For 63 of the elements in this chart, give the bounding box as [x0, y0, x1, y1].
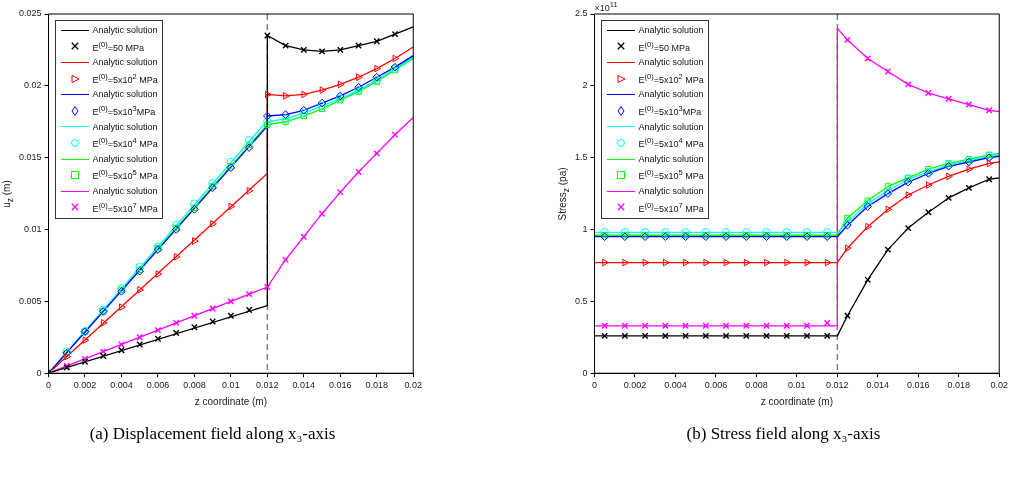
legend-label: Analytic solution [92, 120, 158, 134]
x-tick-label: 0.016 [329, 380, 352, 391]
legend-label: Analytic solution [92, 56, 158, 70]
legend-label: Analytic solution [638, 24, 704, 37]
y-tick-label: 0.02 [23, 80, 42, 91]
x-tick-label: 0.004 [664, 380, 687, 391]
legend-label: E$^{(0)}$=5x10$^{2}$ MPa [92, 70, 158, 87]
x-tick-label: 0.018 [365, 380, 389, 391]
legend-label: Analytic solution [638, 56, 704, 70]
legend-label: Analytic solution [92, 88, 158, 102]
text: (b) Stress field along x₃-axis [685, 424, 882, 444]
y-tick-label: 0.5 [575, 295, 588, 306]
x-tick-label: 0.012 [256, 380, 279, 391]
x-tick-label: 0.006 [704, 380, 728, 391]
legend-label: Analytic solution [92, 24, 158, 37]
y-tick-label: 0.025 [18, 8, 42, 19]
y-tick-label: 2 [582, 80, 588, 91]
y-tick-label: 0.005 [18, 295, 42, 306]
legend-label: Analytic solution [638, 152, 704, 166]
legend-label: Analytic solution [638, 184, 704, 198]
legend-label: E$^{(0)}$=50 MPa [92, 38, 144, 55]
x-tick-label: 0.008 [745, 380, 768, 391]
x-tick-label: 0.014 [292, 380, 316, 391]
text: ×10$^{11}$ [594, 0, 618, 13]
legend-label: E$^{(0)}$=5x10$^{5}$ MPa [638, 167, 704, 184]
y-tick-label: 1 [582, 224, 588, 234]
x-tick-label: 0.008 [183, 380, 206, 391]
legend-label: Analytic solution [638, 88, 704, 102]
x-tick-label: 0.02 [404, 380, 423, 391]
legend-label: Analytic solution [92, 152, 158, 166]
legend-label: E$^{(0)}$=50 MPa [638, 38, 690, 55]
legend-label: Analytic solution [92, 184, 158, 198]
x-tick-label: 0.002 [73, 380, 97, 391]
x-tick-label: 0.02 [990, 380, 1009, 391]
y-tick-label: 2.5 [575, 8, 588, 19]
x-tick-label: 0.012 [826, 380, 849, 391]
x-tick-label: 0.006 [146, 380, 170, 391]
x-axis-title: z coordinate (m) [194, 395, 268, 407]
y-tick-label: 0 [36, 367, 42, 378]
y-tick-label: 0 [582, 367, 588, 378]
x-axis-title: z coordinate (m) [760, 395, 833, 407]
text: (a) Displacement field along x₃-axis [88, 424, 337, 444]
legend-label: E$^{(0)}$=5x10$^{3}$MPa [638, 102, 702, 119]
x-tick-label: 0.016 [907, 380, 930, 391]
x-tick-label: 0.01 [788, 380, 806, 391]
legend-label: E$^{(0)}$=5x10$^{5}$ MPa [92, 167, 158, 184]
x-tick-label: 0.002 [623, 380, 647, 391]
legend-label: E$^{(0)}$=5x10$^{7}$ MPa [638, 199, 704, 216]
legend-label: E$^{(0)}$=5x10$^{2}$ MPa [638, 70, 704, 87]
legend-label: E$^{(0)}$=5x10$^{3}$MPa [92, 102, 156, 119]
legend-label: E$^{(0)}$=5x10$^{4}$ MPa [92, 135, 158, 152]
legend-label: E$^{(0)}$=5x10$^{4}$ MPa [638, 135, 704, 152]
x-tick-label: 0.01 [222, 380, 240, 391]
x-tick-label: 0 [46, 380, 52, 391]
y-tick-label: 0.01 [23, 224, 42, 234]
x-tick-label: 0.018 [947, 380, 971, 391]
x-tick-label: 0.014 [866, 380, 890, 391]
legend-label: Analytic solution [638, 120, 704, 134]
y-tick-label: 0.015 [18, 152, 42, 163]
x-tick-label: 0.004 [110, 380, 133, 391]
y-tick-label: 1.5 [575, 152, 588, 163]
x-tick-label: 0 [592, 380, 598, 391]
legend-label: E$^{(0)}$=5x10$^{7}$ MPa [92, 199, 158, 216]
